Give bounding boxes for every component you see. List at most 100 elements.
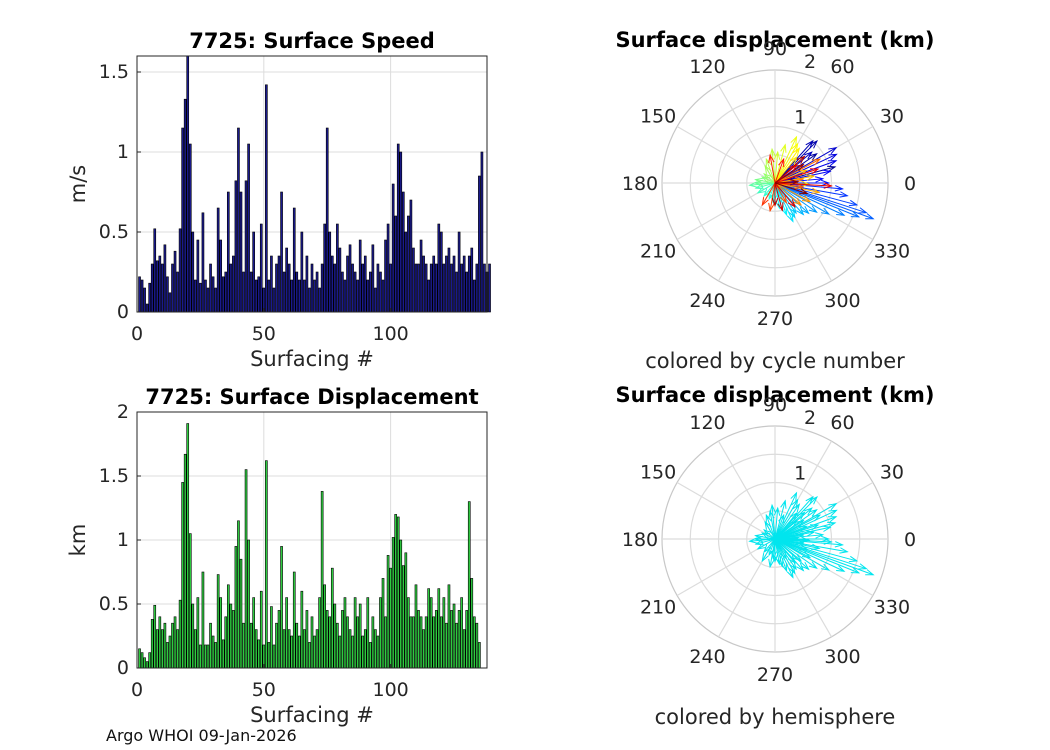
vector-arrowhead xyxy=(795,519,805,528)
displacement-vector xyxy=(774,182,787,203)
x-tick-label: 0 xyxy=(131,323,143,345)
vector-arrowhead xyxy=(820,179,831,187)
chart-caption: colored by hemisphere xyxy=(655,705,896,729)
bar xyxy=(369,642,372,669)
bar xyxy=(214,287,217,313)
bar xyxy=(161,263,164,313)
vector-arrowhead xyxy=(768,509,775,520)
bar xyxy=(199,644,202,669)
vector-arrowhead xyxy=(778,157,785,168)
bar xyxy=(216,207,220,313)
vector-arrowhead xyxy=(828,160,838,167)
polar-angle-label: 180 xyxy=(622,529,658,551)
bar xyxy=(204,279,207,313)
vector-arrowhead xyxy=(770,550,778,561)
y-tick-label: 1 xyxy=(117,141,129,163)
vector-arrowhead xyxy=(820,563,831,571)
bar xyxy=(452,603,456,669)
bar xyxy=(351,263,354,313)
vector-arrowhead xyxy=(792,147,801,157)
vector-arrowhead xyxy=(809,524,820,531)
bar xyxy=(429,263,433,313)
vector-arrowhead xyxy=(820,535,831,543)
polar-radius-label: 1 xyxy=(794,106,806,128)
vector-arrowhead xyxy=(777,202,784,212)
vector-arrowhead xyxy=(780,499,787,509)
bar xyxy=(277,255,281,313)
bar xyxy=(483,263,486,313)
displacement-vector xyxy=(764,521,776,540)
displacement-vector xyxy=(774,166,836,184)
displacement-vector xyxy=(774,492,797,540)
bar xyxy=(409,616,413,669)
displacement-vector xyxy=(769,155,776,184)
bar xyxy=(259,223,263,313)
bar xyxy=(290,635,294,669)
bar xyxy=(303,629,306,669)
bar xyxy=(330,567,334,669)
vector-arrowhead xyxy=(814,176,825,183)
displacement-vector xyxy=(774,512,805,540)
bar xyxy=(442,263,446,313)
polar-radius-label: 2 xyxy=(804,51,816,73)
bar xyxy=(224,616,228,669)
vector-arrowhead xyxy=(778,513,785,524)
bar xyxy=(211,635,215,669)
bar xyxy=(244,180,248,313)
bar xyxy=(343,279,347,313)
x-tick-label: 50 xyxy=(252,679,276,701)
polar-radius-label: 2 xyxy=(804,407,816,429)
bar xyxy=(369,271,372,313)
bar xyxy=(404,231,408,313)
displacement-vector xyxy=(774,538,808,550)
vector-arrowhead xyxy=(823,182,833,189)
bar xyxy=(432,255,436,313)
bar xyxy=(338,635,342,669)
displacement-vector xyxy=(774,148,800,184)
bar xyxy=(150,619,154,669)
polar-angle-label: 210 xyxy=(640,597,676,619)
vector-arrowhead xyxy=(805,495,814,505)
vector-arrowhead xyxy=(811,543,821,551)
bar xyxy=(356,279,359,313)
vector-arrowhead xyxy=(828,516,838,523)
bar xyxy=(473,616,476,669)
bar xyxy=(254,279,258,313)
bar xyxy=(224,271,228,313)
vector-arrowhead xyxy=(786,569,794,579)
bar xyxy=(270,255,273,313)
bar xyxy=(336,223,339,313)
vector-arrowhead xyxy=(839,547,849,554)
bar xyxy=(257,276,261,313)
vector-arrowhead xyxy=(805,530,816,537)
vector-arrowhead xyxy=(814,532,825,539)
vector-arrowhead xyxy=(771,197,779,208)
displacement-vector xyxy=(755,182,776,189)
y-tick-label: 0 xyxy=(117,657,129,679)
bar xyxy=(460,263,463,313)
bar xyxy=(427,588,430,669)
displacement-vector xyxy=(774,182,817,213)
vector-arrowhead xyxy=(789,511,798,521)
bar xyxy=(219,239,223,313)
displacement-vector xyxy=(774,158,821,184)
y-tick-label: 2 xyxy=(117,401,129,423)
bar xyxy=(265,460,268,669)
bar xyxy=(150,263,154,313)
displacement-vector xyxy=(769,511,776,540)
displacement-vector xyxy=(774,182,794,222)
bar xyxy=(181,482,184,669)
vector-arrowhead xyxy=(800,205,810,215)
bar xyxy=(358,603,362,669)
bar xyxy=(452,255,456,313)
bar xyxy=(280,191,283,313)
y-tick-label: 0.5 xyxy=(99,221,129,243)
bar xyxy=(358,239,362,313)
bar xyxy=(389,567,392,669)
bar xyxy=(440,231,443,313)
bar xyxy=(282,271,286,313)
vector-arrowhead xyxy=(770,194,778,205)
vector-arrowhead xyxy=(754,533,764,541)
bar xyxy=(320,263,324,313)
vector-arrowhead xyxy=(789,534,800,542)
